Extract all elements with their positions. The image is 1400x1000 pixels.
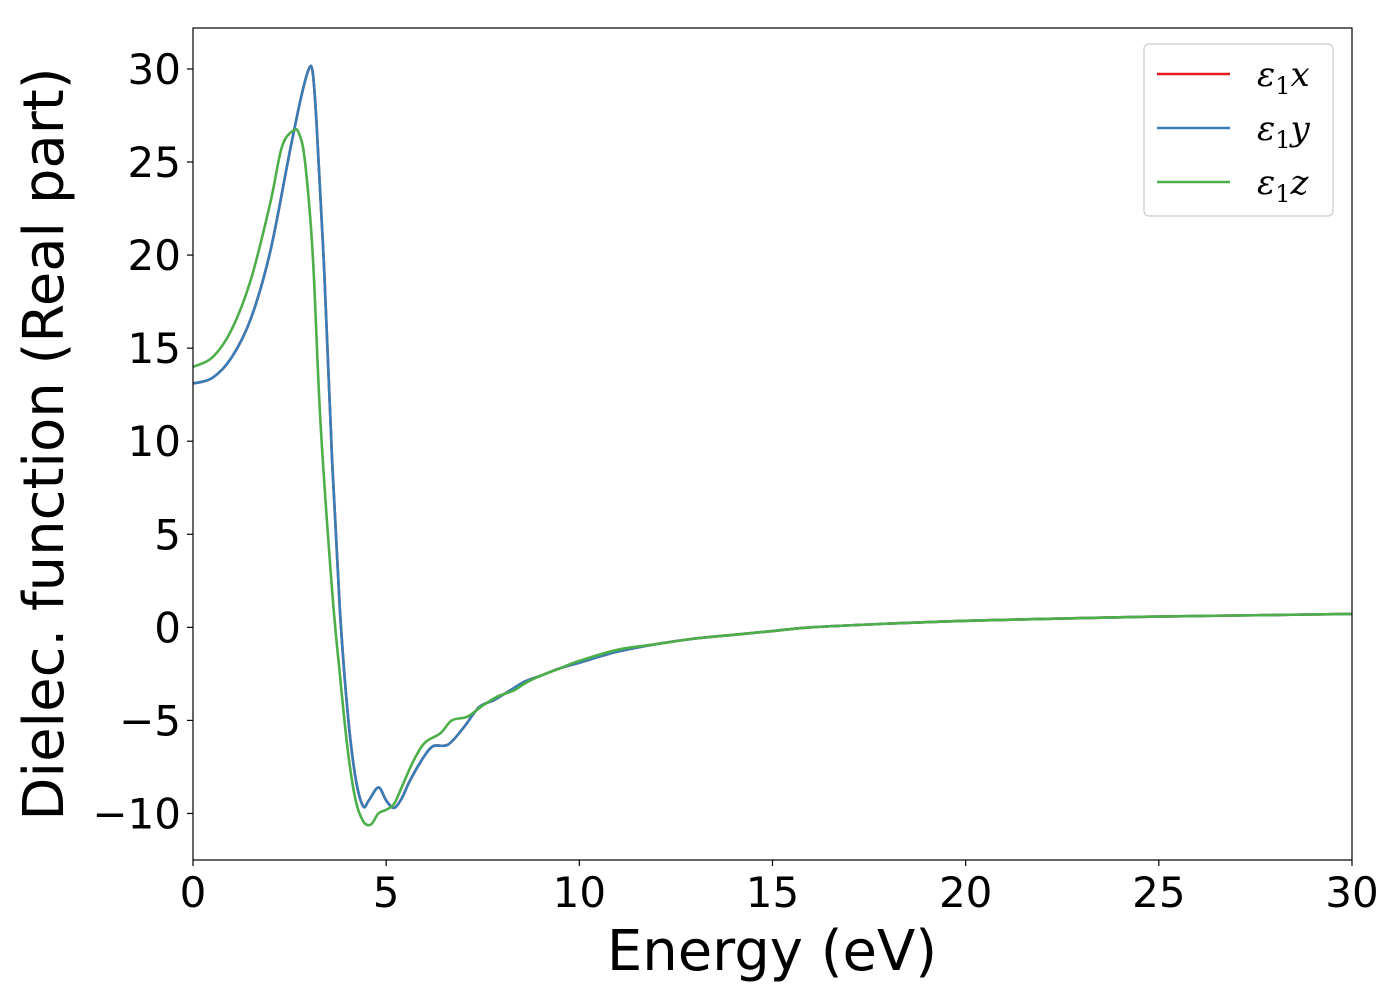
y-axis-label: Dielec. function (Real part) bbox=[12, 67, 77, 820]
x-axis-label: Energy (eV) bbox=[607, 919, 937, 984]
y-tick-label: 20 bbox=[128, 231, 181, 280]
y-tick-label: 0 bbox=[154, 603, 181, 652]
y-axis: −10 −5 0 5 10 15 20 25 30 bbox=[92, 45, 193, 838]
legend-label-1: ε1x bbox=[1257, 55, 1310, 100]
series-line-3 bbox=[193, 127, 1352, 827]
legend-label-2: ε1y bbox=[1257, 109, 1311, 154]
y-tick-label: 5 bbox=[154, 510, 181, 559]
x-tick-label: 5 bbox=[373, 868, 400, 917]
y-tick-label: 10 bbox=[128, 417, 181, 466]
legend-frame bbox=[1143, 43, 1334, 217]
y-tick-label: −5 bbox=[119, 696, 181, 745]
y-tick-label: 25 bbox=[128, 138, 181, 187]
x-tick-label: 25 bbox=[1132, 868, 1185, 917]
x-tick-label: 0 bbox=[180, 868, 207, 917]
y-tick-label: 15 bbox=[128, 324, 181, 373]
series-layer bbox=[193, 64, 1352, 827]
y-tick-label: 30 bbox=[128, 45, 181, 94]
x-tick-label: 30 bbox=[1325, 868, 1378, 917]
y-tick-label: −10 bbox=[92, 789, 181, 838]
x-tick-label: 15 bbox=[746, 868, 799, 917]
legend: ε1x ε1y ε1z bbox=[1143, 43, 1334, 217]
x-tick-label: 10 bbox=[553, 868, 606, 917]
x-axis: 0 5 10 15 20 25 30 bbox=[180, 860, 1379, 917]
legend-label-3: ε1z bbox=[1257, 163, 1310, 208]
x-tick-label: 20 bbox=[939, 868, 992, 917]
